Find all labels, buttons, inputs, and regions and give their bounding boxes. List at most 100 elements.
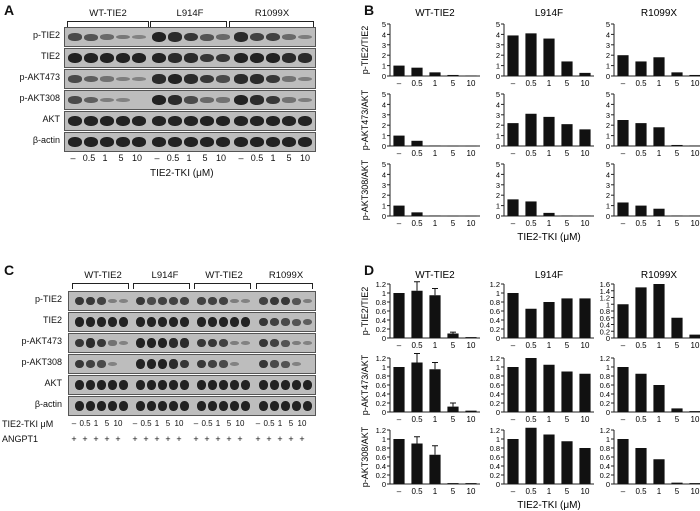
blot-band [218, 296, 228, 306]
blot-band [269, 360, 279, 368]
y-tick-label: 2 [382, 191, 386, 200]
x-tick-label: 1 [657, 415, 662, 424]
blot-band [168, 359, 178, 369]
dose-label: – [71, 419, 77, 428]
y-tick-label: 5 [496, 90, 500, 99]
blot-band [68, 33, 82, 41]
angpt1-plus-marker: + [93, 434, 99, 444]
y-tick-label: 0.6 [376, 381, 386, 390]
blot-band [116, 34, 130, 40]
x-tick-label: 5 [675, 341, 680, 350]
x-tick-label: 1 [547, 149, 552, 158]
x-tick-label: 0.5 [411, 341, 423, 350]
blot-band [85, 380, 95, 390]
dose-label: 5 [226, 419, 232, 428]
blot-band [196, 401, 206, 411]
dose-label: 10 [131, 153, 142, 163]
blot-band [107, 380, 117, 390]
blot-band [152, 137, 166, 147]
column-heading: L914F [535, 8, 563, 19]
bar [525, 427, 537, 484]
blot-band [107, 340, 117, 346]
bar [429, 72, 441, 76]
dose-label: 5 [165, 419, 171, 428]
group-bracket [256, 283, 313, 289]
blot-band [96, 380, 106, 390]
y-tick-label: 2 [382, 51, 386, 60]
blot-band [229, 380, 239, 390]
bar [543, 116, 555, 146]
blot-band [135, 317, 145, 327]
angpt1-plus-marker: + [71, 434, 77, 444]
blot-band [266, 116, 280, 126]
y-tick-label: 2 [496, 121, 500, 130]
blot-band [84, 75, 98, 83]
angpt1-plus-marker: + [82, 434, 88, 444]
blot-band [234, 95, 248, 105]
panel-b-letter: B [364, 2, 375, 18]
column-heading: R1099X [641, 270, 677, 281]
blot-band [116, 53, 130, 63]
blot-band [84, 33, 98, 41]
x-tick-label: – [621, 149, 626, 158]
y-tick-label: 5 [382, 20, 386, 29]
blot-band [234, 137, 248, 147]
bar-chart-wt-tie2: 00.20.40.60.811.2– 0.5 1 5 10 [376, 426, 480, 496]
y-tick-label: 0.8 [600, 307, 610, 316]
x-tick-label: – [621, 341, 626, 350]
y-tick-label: 3 [606, 181, 610, 190]
y-tick-label: 0.4 [376, 390, 386, 399]
blot-band [100, 76, 114, 82]
bar [671, 72, 683, 76]
tki-row-label: TIE2-TKI μM [2, 419, 54, 429]
blot-band [116, 116, 130, 126]
x-tick-label: 10 [691, 341, 700, 350]
blot-band [179, 338, 189, 348]
blot-band [118, 317, 128, 327]
x-tick-label: 0.5 [635, 487, 647, 496]
y-tick-label: 0.6 [376, 453, 386, 462]
angpt1-plus-marker: + [277, 434, 283, 444]
angpt1-plus-marker: + [154, 434, 160, 444]
blot-band [107, 401, 117, 411]
y-tick-label: 1 [606, 363, 610, 372]
blot-band [179, 380, 189, 390]
blot-band [200, 137, 214, 147]
blot-strip-tie2 [64, 48, 316, 68]
y-tick-label: 0 [496, 142, 500, 151]
y-tick-label: 0.4 [490, 316, 500, 325]
dose-label: 5 [286, 153, 292, 163]
angpt1-plus-marker: + [237, 434, 243, 444]
blot-band [280, 339, 290, 347]
bar [465, 145, 477, 147]
x-tick-label: 0.5 [635, 79, 647, 88]
bar [561, 124, 573, 146]
bar [393, 439, 405, 484]
blot-band [280, 296, 290, 306]
y-tick-label: 5 [606, 90, 610, 99]
blot-band [168, 296, 178, 306]
bar [617, 55, 629, 76]
blot-band [258, 296, 268, 306]
blot-band [234, 74, 248, 84]
y-tick-label: 0.6 [600, 314, 610, 323]
dose-label: – [70, 153, 76, 163]
blot-band [168, 338, 178, 348]
y-tick-label: 1.2 [490, 354, 500, 363]
y-tick-label: 0 [606, 142, 610, 151]
y-tick-label: 1 [606, 132, 610, 141]
dose-label: 10 [174, 419, 184, 428]
y-tick-label: 0.8 [376, 298, 386, 307]
blot-band [207, 317, 217, 327]
bar [393, 65, 405, 76]
x-tick-label: 1 [433, 415, 438, 424]
y-tick-label: 0.8 [490, 298, 500, 307]
x-tick-label: 5 [451, 79, 456, 88]
blot-band [146, 317, 156, 327]
y-tick-label: 1 [606, 300, 610, 309]
y-tick-label: 0.4 [490, 462, 500, 471]
blot-row-label: TIE2 [42, 315, 62, 325]
x-tick-label: 5 [451, 487, 456, 496]
x-tick-label: 0.5 [411, 415, 423, 424]
blot-band [266, 53, 280, 63]
